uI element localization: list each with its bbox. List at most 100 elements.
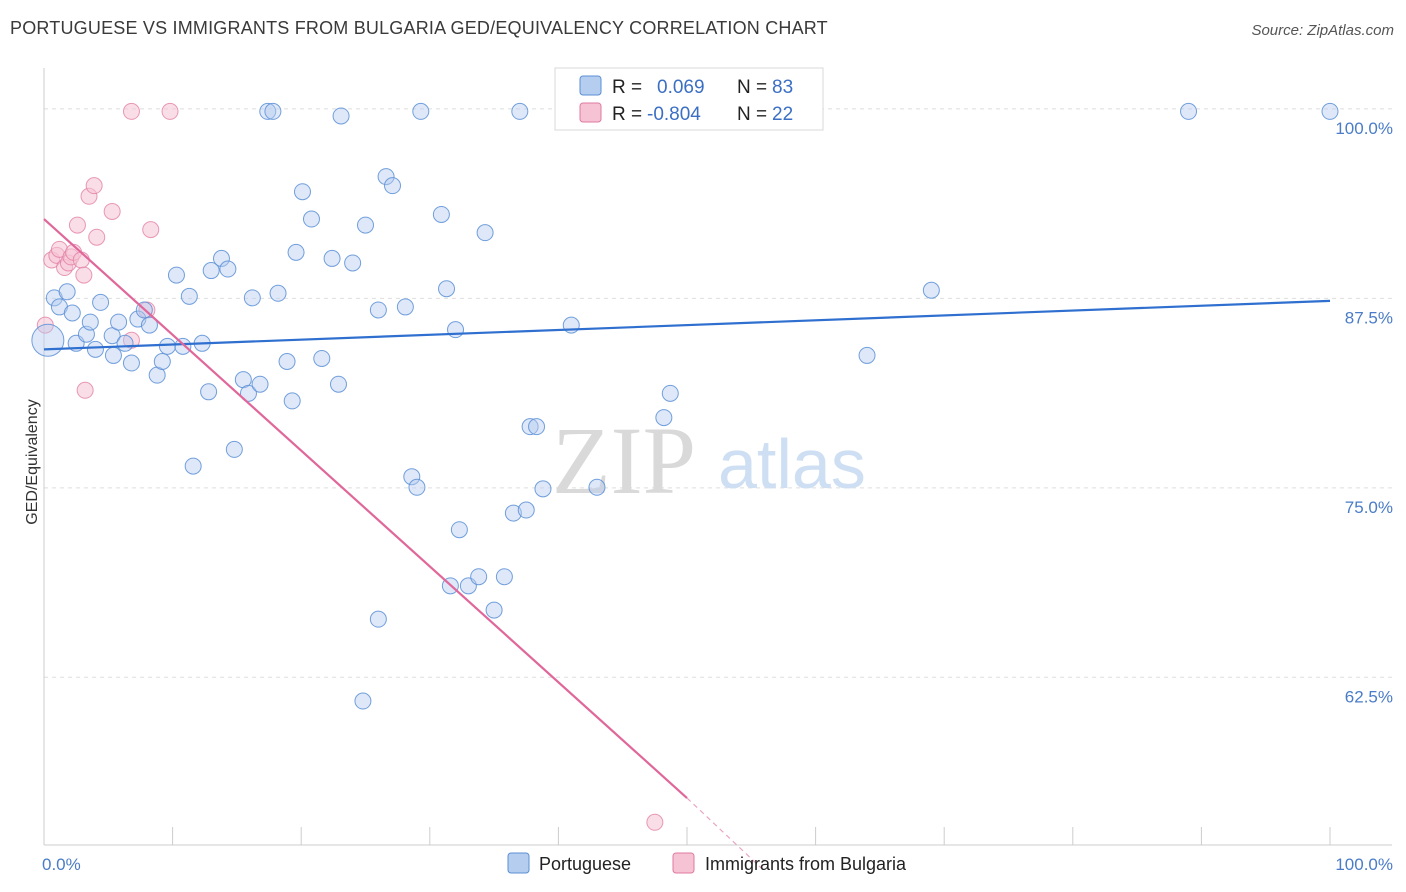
point-portuguese-53	[403, 468, 421, 486]
point-portuguese-11	[104, 346, 122, 364]
point-portuguese-33	[243, 289, 261, 307]
y-axis-label: GED/Equivalency	[24, 399, 41, 524]
bottom-legend-bulgaria: Immigrants from Bulgaria	[705, 854, 907, 874]
point-portuguese-7	[81, 313, 99, 331]
point-portuguese-34	[251, 375, 269, 393]
point-portuguese-14	[122, 354, 140, 372]
point-portuguese-37	[269, 284, 287, 302]
bottom-legend-swatch-portuguese	[507, 852, 530, 874]
point-portuguese-44	[323, 249, 341, 267]
point-portuguese-22	[174, 337, 192, 355]
legend-n-label-2: N =	[737, 104, 767, 125]
point-portuguese-38	[278, 352, 296, 370]
point-portuguese-35	[259, 102, 277, 120]
point-portuguese-17	[140, 316, 158, 334]
point-bulgaria-9	[72, 251, 90, 269]
x-tick-label-0: 0.0%	[42, 855, 81, 874]
legend-swatch-portuguese	[579, 75, 602, 96]
point-portuguese-75	[588, 478, 606, 496]
legend-n-label-1: N =	[737, 77, 767, 98]
point-bulgaria-20	[161, 102, 179, 120]
trend-lines	[43, 218, 1331, 872]
bottom-legend: Portuguese Immigrants from Bulgaria	[507, 852, 907, 874]
point-portuguese-81	[1180, 102, 1198, 120]
point-bulgaria-15	[103, 202, 121, 220]
point-portuguese-32	[239, 384, 257, 402]
bottom-legend-portuguese: Portuguese	[539, 854, 631, 874]
legend-n-value-1: 83	[772, 77, 793, 98]
point-portuguese-67	[511, 102, 529, 120]
point-portuguese-28	[212, 249, 230, 267]
watermark-atlas: atlas	[718, 425, 866, 503]
point-portuguese-52	[396, 298, 414, 316]
point-portuguese-45	[329, 375, 347, 393]
point-portuguese-13	[116, 334, 134, 352]
point-portuguese-71	[534, 480, 552, 498]
point-portuguese-66	[504, 504, 522, 522]
axes	[43, 68, 1392, 846]
point-portuguese-55	[412, 102, 430, 120]
watermark: ZIP atlas	[552, 407, 866, 514]
point-portuguese-50	[377, 168, 395, 186]
point-bulgaria-16	[122, 102, 140, 120]
y-tick-label-2: 75.0%	[1345, 498, 1393, 517]
point-portuguese-29	[219, 260, 237, 278]
point-portuguese-23	[180, 287, 198, 305]
x-tick-labels: 0.0% 100.0%	[42, 855, 1393, 874]
point-bulgaria-13	[76, 381, 94, 399]
series-bulgaria-points	[36, 102, 664, 831]
point-bulgaria-10	[75, 266, 93, 284]
point-portuguese-80	[922, 281, 940, 299]
point-bulgaria-14	[88, 228, 106, 246]
point-portuguese-36	[264, 102, 282, 120]
point-portuguese-47	[344, 254, 362, 272]
watermark-zip: ZIP	[552, 407, 696, 514]
point-portuguese-48	[357, 216, 374, 234]
point-portuguese-39	[283, 392, 301, 410]
point-portuguese-76	[655, 409, 673, 427]
point-portuguese-42	[302, 210, 320, 228]
point-bulgaria-19	[142, 221, 160, 239]
point-portuguese-82	[1321, 102, 1339, 120]
y-tick-labels: 100.0% 87.5% 75.0% 62.5%	[1335, 119, 1393, 706]
legend-n-value-2: 22	[772, 104, 793, 125]
point-portuguese-30	[225, 440, 243, 458]
point-bulgaria-8	[68, 216, 86, 234]
legend-box: R = 0.069 N = 83 R = -0.804 N = 22	[554, 67, 824, 131]
point-portuguese-9	[92, 293, 110, 311]
legend-r-label-2: R =	[612, 104, 642, 125]
legend-r-label-1: R =	[612, 77, 642, 98]
point-bulgaria-21	[646, 813, 664, 831]
point-portuguese-68	[517, 501, 535, 519]
point-portuguese-19	[153, 352, 171, 370]
point-portuguese-46	[332, 107, 350, 125]
point-portuguese-51	[384, 177, 402, 195]
point-portuguese-8	[86, 340, 104, 358]
legend-r-value-1: 0.069	[657, 77, 705, 98]
point-portuguese-0	[31, 323, 65, 357]
point-portuguese-69	[521, 418, 539, 436]
point-portuguese-63	[476, 224, 494, 242]
trend-bulgaria	[43, 218, 688, 799]
point-portuguese-77	[661, 384, 679, 402]
point-portuguese-41	[293, 183, 311, 201]
point-portuguese-54	[408, 478, 426, 496]
x-tick-label-1: 100.0%	[1335, 855, 1393, 874]
point-portuguese-64	[485, 601, 503, 619]
point-portuguese-79	[858, 346, 876, 364]
point-portuguese-40	[287, 243, 305, 261]
y-tick-label-1: 87.5%	[1345, 308, 1393, 327]
point-portuguese-70	[528, 418, 546, 436]
point-portuguese-27	[202, 262, 220, 280]
point-portuguese-65	[495, 568, 513, 586]
legend-r-value-2: -0.804	[647, 104, 701, 125]
point-portuguese-43	[313, 349, 331, 367]
point-portuguese-26	[200, 383, 218, 401]
point-portuguese-24	[184, 457, 202, 475]
y-tick-label-3: 62.5%	[1345, 687, 1393, 706]
point-portuguese-4	[63, 304, 81, 322]
trend-portuguese	[43, 299, 1331, 351]
point-portuguese-12	[110, 313, 128, 331]
point-portuguese-73	[354, 692, 372, 710]
